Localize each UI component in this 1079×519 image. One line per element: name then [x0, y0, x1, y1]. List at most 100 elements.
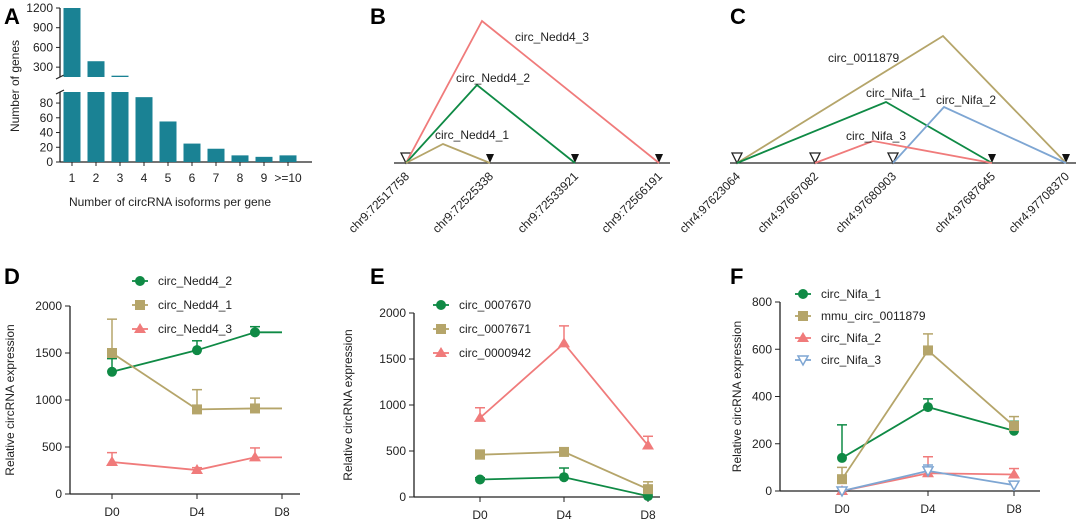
a-x-tick-label: 7 [213, 171, 220, 185]
f-data-point [921, 466, 935, 478]
d-legend-marker [135, 276, 145, 286]
d-data-point [192, 345, 202, 356]
d-x-tick-label: D8 [274, 505, 290, 519]
panel-label-E: E [370, 264, 385, 289]
c-tick-label: chr4:97708370 [1006, 169, 1073, 236]
c-arc-nifa-1 [736, 101, 993, 164]
e-x-tick-label: D4 [556, 508, 572, 519]
panel-label-F: F [730, 264, 743, 289]
panel-label-B: B [370, 4, 386, 29]
e-legend-marker [435, 347, 447, 357]
a-bar [63, 8, 81, 77]
a-y-tick-label: 20 [40, 140, 54, 154]
b-arc-nedd4-3 [405, 19, 660, 164]
b-arc-label: circ_Nedd4_2 [456, 71, 530, 85]
d-legend-label: circ_Nedd4_3 [158, 322, 232, 336]
e-y-axis-label: Relative circRNA expression [341, 329, 355, 480]
b-tick-label: chr9:72566191 [599, 169, 666, 236]
panel-label-D: D [4, 264, 20, 289]
f-legend-label: mmu_circ_0011879 [821, 309, 926, 323]
f-x-tick-label: D4 [920, 502, 936, 516]
a-bar [159, 121, 177, 162]
b-arc-label: circ_Nedd4_3 [515, 30, 589, 44]
a-y-tick-label: 40 [40, 126, 54, 140]
a-bar [279, 155, 297, 162]
c-start-marker [730, 152, 744, 165]
b-arc-label: circ_Nedd4_1 [435, 128, 509, 142]
c-tick-label: chr4:97623064 [677, 169, 744, 236]
e-y-tick-label: 2000 [379, 306, 406, 320]
d-legend-label: circ_Nedd4_1 [158, 298, 232, 312]
a-bar [87, 92, 105, 162]
f-x-tick-label: D0 [834, 502, 850, 516]
d-y-axis-label: Relative circRNA expression [3, 324, 17, 475]
b-tick-label: chr9:72525338 [430, 169, 497, 236]
e-y-tick-label: 0 [399, 490, 406, 504]
d-series-line [111, 456, 256, 471]
e-data-point [475, 449, 485, 460]
a-bar [111, 75, 129, 77]
f-legend-marker [798, 311, 808, 321]
a-bar [111, 92, 129, 162]
b-arc-nedd4-1 [405, 143, 491, 164]
a-x-axis-label: Number of circRNA isoforms per gene [69, 195, 271, 209]
a-y-tick-label: 900 [33, 21, 53, 35]
a-x-tick-label: >=10 [274, 171, 302, 185]
e-legend-marker [436, 300, 446, 310]
f-y-tick-label: 600 [752, 342, 772, 356]
d-legend-marker [135, 300, 145, 310]
a-y-tick-label: 600 [33, 40, 53, 54]
e-x-tick-label: D0 [472, 508, 488, 519]
a-x-tick-label: 4 [141, 171, 148, 185]
e-legend-marker [436, 324, 446, 334]
e-data-point [474, 411, 486, 422]
c-arc-label: circ_0011879 [828, 51, 899, 65]
f-y-axis-label: Relative circRNA expression [730, 321, 744, 472]
e-legend-label: circ_0007671 [459, 322, 531, 336]
a-x-tick-label: 5 [165, 171, 172, 185]
f-legend-marker [797, 332, 809, 342]
a-x-tick-label: 9 [261, 171, 268, 185]
e-y-tick-label: 1000 [379, 398, 406, 412]
e-data-point [559, 446, 569, 457]
d-data-point [106, 456, 118, 467]
a-x-tick-label: 2 [93, 171, 100, 185]
c-arc-label: circ_Nifa_1 [866, 86, 926, 100]
c-arc-label: circ_Nifa_2 [936, 93, 996, 107]
c-tick-label: chr4:97680903 [833, 169, 900, 236]
a-axis-break [55, 74, 65, 80]
d-x-tick-label: D0 [104, 505, 120, 519]
a-bar [63, 92, 81, 162]
d-data-point [107, 366, 117, 377]
f-legend-marker [798, 289, 808, 299]
f-series-line [841, 406, 1015, 459]
f-data-point [923, 345, 933, 356]
c-start-marker [886, 152, 900, 165]
c-end-marker [988, 154, 996, 163]
e-legend-label: circ_0007670 [459, 298, 531, 312]
e-data-point [642, 439, 654, 450]
b-tick-label: chr9:72533921 [515, 169, 582, 236]
panel-label-C: C [730, 4, 746, 29]
f-data-point [837, 452, 847, 463]
f-data-point [1007, 480, 1021, 492]
f-y-tick-label: 400 [752, 390, 772, 404]
f-data-point [1008, 468, 1020, 479]
f-data-point [835, 486, 849, 498]
c-arc-label: circ_Nifa_3 [846, 129, 906, 143]
a-bar [255, 156, 273, 162]
a-y-tick-label: 0 [46, 155, 53, 169]
a-bar [135, 97, 153, 162]
c-arc-0011879 [736, 34, 1067, 164]
c-arc-nifa-3 [814, 140, 993, 164]
b-end-marker [571, 154, 579, 163]
a-x-tick-label: 6 [189, 171, 196, 185]
d-series-line [111, 331, 256, 373]
a-bar [207, 148, 225, 162]
a-x-tick-label: 1 [69, 171, 76, 185]
e-y-tick-label: 1500 [379, 352, 406, 366]
b-arc-nedd4-2 [405, 83, 576, 164]
a-y-tick-label: 1200 [26, 1, 53, 15]
e-legend-label: circ_0000942 [459, 346, 531, 360]
